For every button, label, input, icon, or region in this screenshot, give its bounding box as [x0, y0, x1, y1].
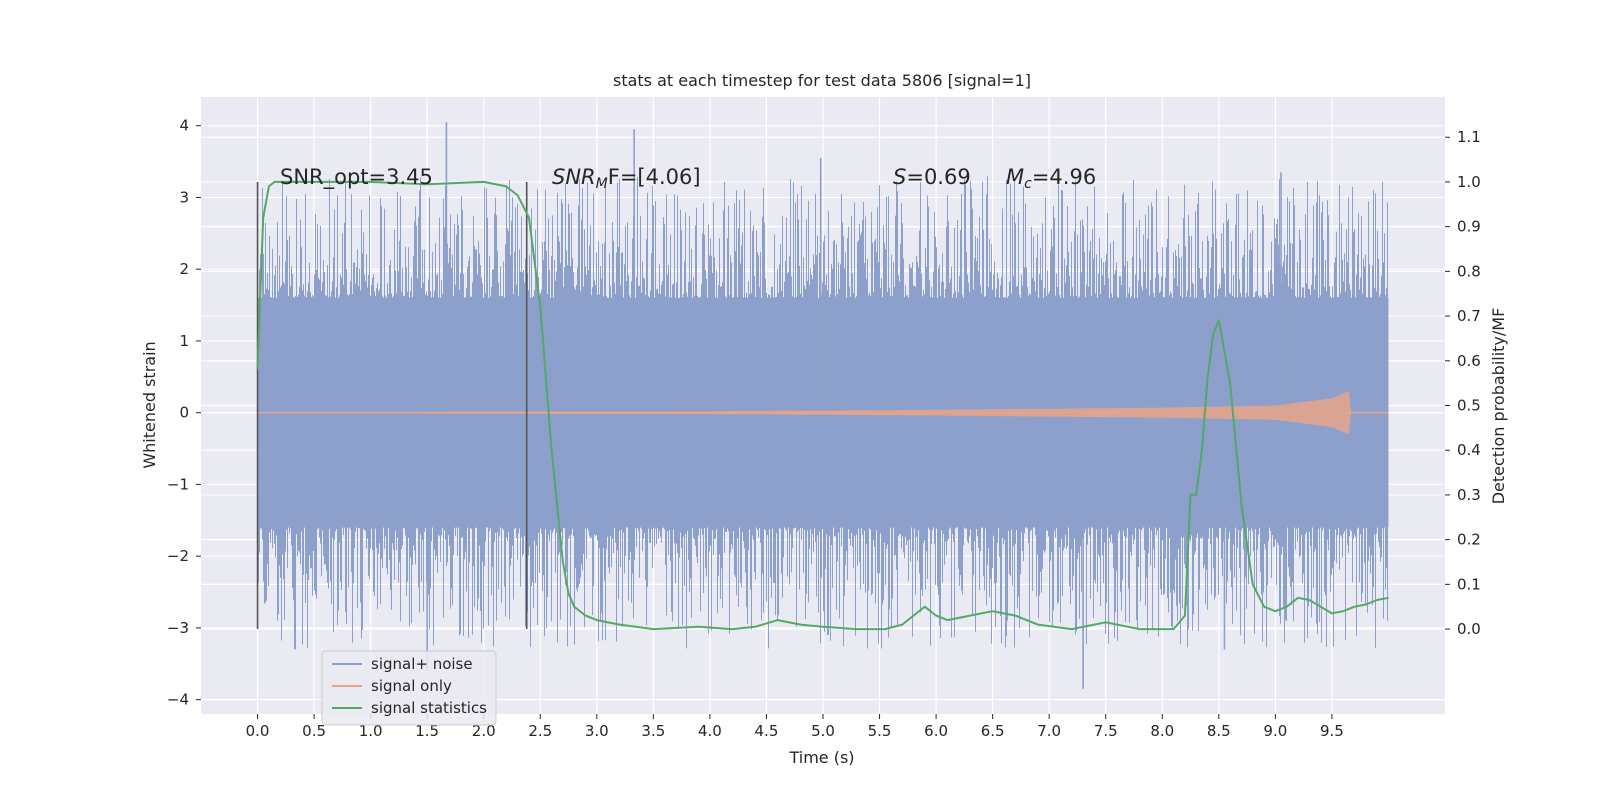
y-tick-label: 0 — [179, 404, 189, 422]
marker-lines — [256, 181, 528, 630]
x-tick-label: 2.5 — [528, 722, 552, 740]
legend-label-signal-only: signal only — [371, 677, 452, 695]
annotation-s: S=0.69 — [893, 165, 971, 189]
x-axis-label: Time (s) — [788, 748, 854, 767]
annotation-snr-opt: SNR_opt=3.45 — [280, 165, 433, 190]
x-tick-label: 1.5 — [415, 722, 439, 740]
annotation-snr-mf-rest: F=[4.06] — [608, 165, 701, 189]
y-tick-label: 2 — [179, 260, 189, 278]
x-tick-label: 3.0 — [585, 722, 609, 740]
x-tick-label: 0.5 — [302, 722, 326, 740]
annotation-snr-mf: SNRMF=[4.06] — [552, 165, 701, 192]
x-tick-label: 4.5 — [755, 722, 779, 740]
x-tick-label: 8.5 — [1207, 722, 1231, 740]
right-tick-label: 0.2 — [1457, 531, 1481, 549]
right-axis-label: Detection probability/MF — [1489, 308, 1508, 505]
annotation-s-value: =0.69 — [906, 165, 970, 189]
right-axis-ticks: 1.1 1.0 0.9 0.8 0.7 0.6 0.5 0.4 0.3 0.2 0.1 0.0 — [1445, 128, 1481, 638]
x-axis-ticks: 0.0 0.5 1.0 1.5 2.0 2.5 3.0 3.5 4.0 4.5 5.0 5.5 6.0 6… — [246, 714, 1344, 740]
x-tick-label: 3.5 — [641, 722, 665, 740]
x-tick-label: 5.0 — [811, 722, 835, 740]
x-tick-label: 7.0 — [1037, 722, 1061, 740]
y-tick-label: −1 — [167, 475, 189, 493]
x-tick-label: 9.0 — [1263, 722, 1287, 740]
right-tick-label: 0.9 — [1457, 218, 1481, 236]
legend-label-signal-statistics: signal statistics — [371, 699, 487, 717]
y-tick-label: 3 — [179, 188, 189, 206]
y-axis-ticks: 4 3 2 1 0 −1 −2 −3 −4 — [167, 117, 201, 709]
x-tick-label: 0.0 — [246, 722, 270, 740]
y-tick-label: −3 — [167, 619, 189, 637]
y-tick-label: 1 — [179, 332, 189, 350]
annotation-mc: Mc=4.96 — [1006, 165, 1096, 192]
x-tick-label: 7.5 — [1094, 722, 1118, 740]
annotation-s-label: S — [893, 165, 906, 189]
legend: signal+ noise signal only signal statist… — [321, 650, 497, 726]
right-tick-label: 0.6 — [1457, 352, 1481, 370]
y-axis-label: Whitened strain — [140, 341, 159, 468]
y-tick-label: −2 — [167, 547, 189, 565]
x-tick-label: 2.0 — [472, 722, 496, 740]
series-signal-only — [257, 391, 1389, 435]
x-tick-label: 6.0 — [924, 722, 948, 740]
series-signal-statistics — [256, 180, 1389, 631]
annotations: SNR_opt=3.45 SNRMF=[4.06] S=0.69 Mc=4.96 — [280, 165, 1096, 192]
x-tick-label: 4.0 — [698, 722, 722, 740]
x-tick-label: 5.5 — [868, 722, 892, 740]
chart-title: stats at each timestep for test data 580… — [613, 71, 1031, 90]
right-tick-label: 0.5 — [1457, 397, 1481, 415]
x-tick-label: 9.5 — [1320, 722, 1344, 740]
annotation-snr-mf-label: SNR — [552, 165, 596, 189]
right-tick-label: 0.7 — [1457, 307, 1481, 325]
right-tick-label: 1.0 — [1457, 173, 1481, 191]
legend-label-signal-noise: signal+ noise — [371, 655, 473, 673]
annotation-mc-sub: c — [1024, 176, 1032, 192]
annotation-mc-value: =4.96 — [1032, 165, 1096, 189]
right-tick-label: 0.4 — [1457, 441, 1481, 459]
x-tick-label: 1.0 — [359, 722, 383, 740]
legend-box — [321, 650, 497, 726]
y-tick-label: −4 — [167, 691, 189, 709]
right-tick-label: 0.1 — [1457, 575, 1481, 593]
x-tick-label: 8.0 — [1150, 722, 1174, 740]
right-tick-label: 1.1 — [1457, 128, 1481, 146]
statistics-line — [256, 180, 1389, 631]
right-tick-label: 0.3 — [1457, 486, 1481, 504]
right-tick-label: 0.8 — [1457, 262, 1481, 280]
annotation-snr-mf-sub: M — [596, 176, 608, 192]
annotation-mc-label: M — [1006, 165, 1024, 189]
y-tick-label: 4 — [179, 117, 189, 135]
x-tick-label: 6.5 — [981, 722, 1005, 740]
right-tick-label: 0.0 — [1457, 620, 1481, 638]
